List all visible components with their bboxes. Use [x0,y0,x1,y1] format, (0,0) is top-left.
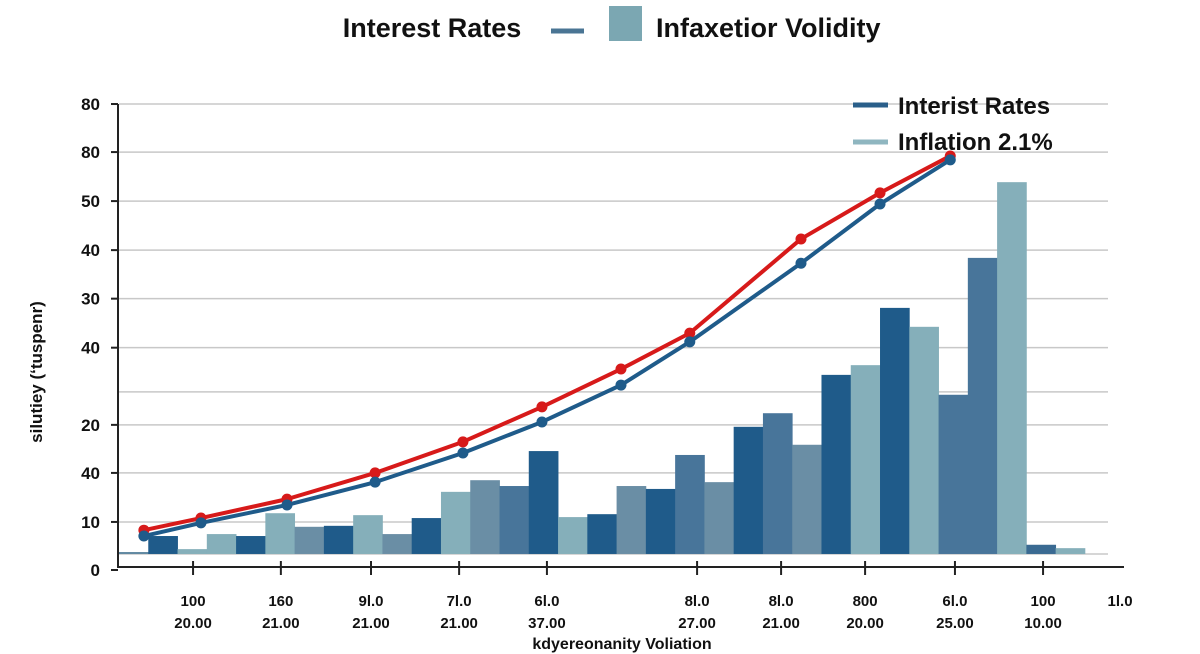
y-tick-label: 10 [81,513,100,532]
data-point [369,476,381,488]
bars [119,182,1086,554]
y-axis-label: silutiey (‘tuspenr) [27,301,46,443]
y-tick-label: 40 [81,339,100,358]
legend-label-interest: Interist Rates [898,93,1050,120]
data-point [195,517,207,529]
data-point [684,336,696,348]
y-tick-label: 20 [81,416,100,435]
data-point [874,198,886,210]
x-tick-sublabel: 25.00 [936,615,974,632]
data-point [138,530,150,542]
y-tick-label: 50 [81,192,100,211]
bar [119,552,149,554]
x-tick-sublabel: 21.00 [762,615,800,632]
bar [148,536,178,554]
bar [616,486,647,554]
bar [265,513,296,554]
x-tick-label: 1l.0 [1108,593,1133,610]
bar [938,394,969,554]
x-tick-label: 7l.0 [447,593,472,610]
bar [440,491,471,554]
bar [850,365,881,554]
x-tick-label: 8l.0 [769,593,794,610]
bar [880,307,910,554]
x-axis-label: kdyereonanity Voliation [532,636,711,653]
x-tick-sublabel: 20.00 [174,615,212,632]
x-tick-label: 100 [1031,593,1056,610]
x-tick-sublabel: 21.00 [262,615,300,632]
bar [382,534,413,554]
x-tick-label: 6l.0 [534,593,559,610]
data-point [536,416,548,428]
bar [762,413,793,554]
bar [499,486,530,554]
data-point [795,257,807,269]
bar [1055,548,1086,554]
y-tick-label: 80 [81,143,100,162]
bar [733,426,764,554]
bar [587,514,617,554]
x-tick-label: 800 [853,593,878,610]
x-tick-sublabel: 27.00 [678,615,716,632]
bar [206,534,237,554]
bar [353,515,383,554]
data-point [615,379,627,391]
data-point [457,436,469,448]
title-square-marker [609,6,642,41]
data-point [684,327,696,339]
data-point [944,154,956,166]
x-tick-label: 160 [268,593,293,610]
x-tick-label: 6l.0 [942,593,967,610]
data-point [369,467,381,479]
x-ticks: 100 20.00 160 21.00 9l.0 21.00 7l.0 21.00 6l.0 37… [174,561,1133,632]
x-tick-label: 100 [181,593,206,610]
x-tick-label: 9l.0 [358,593,383,610]
x-tick-sublabel: 37.00 [528,615,566,632]
bar [470,480,500,554]
y-tick-label: 30 [81,290,100,309]
y-tick-label: 40 [81,241,100,260]
bar [704,482,735,554]
bar [792,444,822,554]
data-point [874,187,886,199]
data-point [457,447,469,459]
y-ticks: 80 80 50 40 30 40 20 40 10 0 [81,95,118,580]
bar [909,326,939,554]
bar [645,488,676,554]
bar [323,525,354,554]
bar [967,257,998,554]
data-point [795,233,807,245]
data-point [281,499,293,511]
chart-title-right: Infaxetior Volidity [656,13,881,43]
bar [1026,544,1057,554]
data-point [615,363,627,375]
bar [177,549,208,554]
bar [997,182,1027,554]
series-lines [138,150,956,542]
legend: Interist Rates Inflation 2.1% [853,93,1053,156]
x-tick-sublabel: 21.00 [440,615,478,632]
x-tick-sublabel: 10.00 [1024,615,1062,632]
bar [558,517,588,554]
x-tick-sublabel: 21.00 [352,615,390,632]
bar [294,526,325,554]
chart-title-left: Interest Rates [343,13,522,43]
bar [411,518,442,554]
bar [675,454,705,554]
data-point [536,401,548,413]
legend-label-inflation: Inflation 2.1% [898,129,1053,156]
y-tick-label: 0 [91,561,100,580]
y-tick-label: 40 [81,464,100,483]
bar [821,374,852,554]
bar [528,451,559,554]
x-tick-label: 8l.0 [685,593,710,610]
x-tick-sublabel: 20.00 [846,615,884,632]
y-tick-label: 80 [81,95,100,114]
bar [236,536,266,554]
